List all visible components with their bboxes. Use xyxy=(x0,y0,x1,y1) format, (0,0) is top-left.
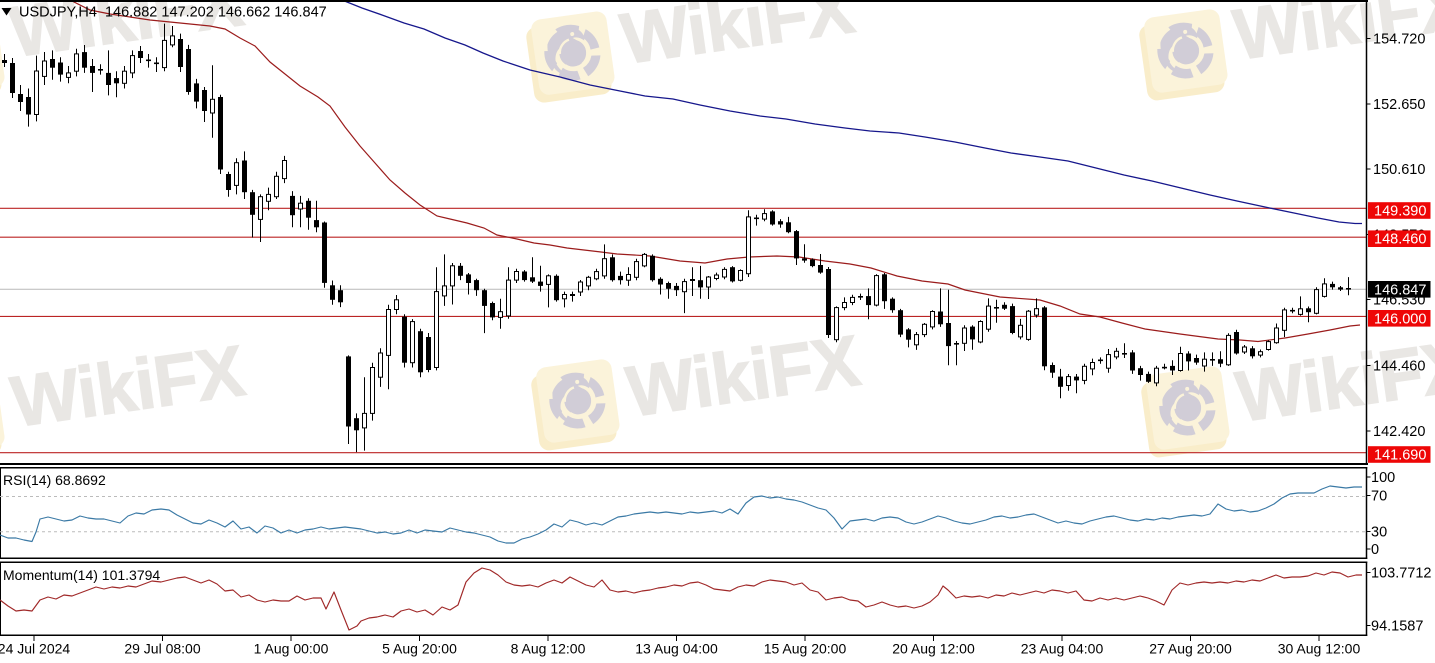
svg-text:146.847: 146.847 xyxy=(1374,282,1426,298)
svg-text:RSI(14) 68.8692: RSI(14) 68.8692 xyxy=(3,472,106,488)
svg-text:20 Aug 12:00: 20 Aug 12:00 xyxy=(892,641,975,657)
svg-text:29 Jul 08:00: 29 Jul 08:00 xyxy=(124,641,200,657)
svg-text:5 Aug 20:00: 5 Aug 20:00 xyxy=(382,641,457,657)
svg-text:70: 70 xyxy=(1371,489,1387,505)
svg-text:148.460: 148.460 xyxy=(1374,232,1426,248)
svg-text:100: 100 xyxy=(1371,470,1395,486)
svg-text:144.460: 144.460 xyxy=(1373,359,1425,375)
svg-text:30 Aug 12:00: 30 Aug 12:00 xyxy=(1278,641,1361,657)
svg-text:30: 30 xyxy=(1371,525,1387,541)
svg-text:150.610: 150.610 xyxy=(1373,162,1425,178)
svg-text:15 Aug 20:00: 15 Aug 20:00 xyxy=(764,641,847,657)
svg-text:23 Aug 04:00: 23 Aug 04:00 xyxy=(1021,641,1104,657)
svg-text:8 Aug 12:00: 8 Aug 12:00 xyxy=(511,641,586,657)
svg-text:24 Jul 2024: 24 Jul 2024 xyxy=(0,641,70,657)
svg-text:152.650: 152.650 xyxy=(1373,97,1425,113)
svg-text:141.690: 141.690 xyxy=(1374,448,1426,464)
svg-text:13 Aug 04:00: 13 Aug 04:00 xyxy=(635,641,718,657)
svg-text:0: 0 xyxy=(1371,542,1379,558)
svg-text:154.720: 154.720 xyxy=(1373,32,1425,48)
svg-text:94.1587: 94.1587 xyxy=(1371,619,1423,635)
svg-text:103.7712: 103.7712 xyxy=(1371,566,1431,582)
svg-text:USDJPY,H4 146.882 147.202 146: USDJPY,H4 146.882 147.202 146.662 146.84… xyxy=(19,5,327,21)
svg-text:149.390: 149.390 xyxy=(1374,204,1426,220)
svg-text:27 Aug 20:00: 27 Aug 20:00 xyxy=(1149,641,1232,657)
svg-text:146.000: 146.000 xyxy=(1374,311,1426,327)
svg-text:1 Aug 00:00: 1 Aug 00:00 xyxy=(254,641,329,657)
svg-text:142.420: 142.420 xyxy=(1373,424,1425,440)
svg-text:Momentum(14) 101.3794: Momentum(14) 101.3794 xyxy=(3,567,160,583)
